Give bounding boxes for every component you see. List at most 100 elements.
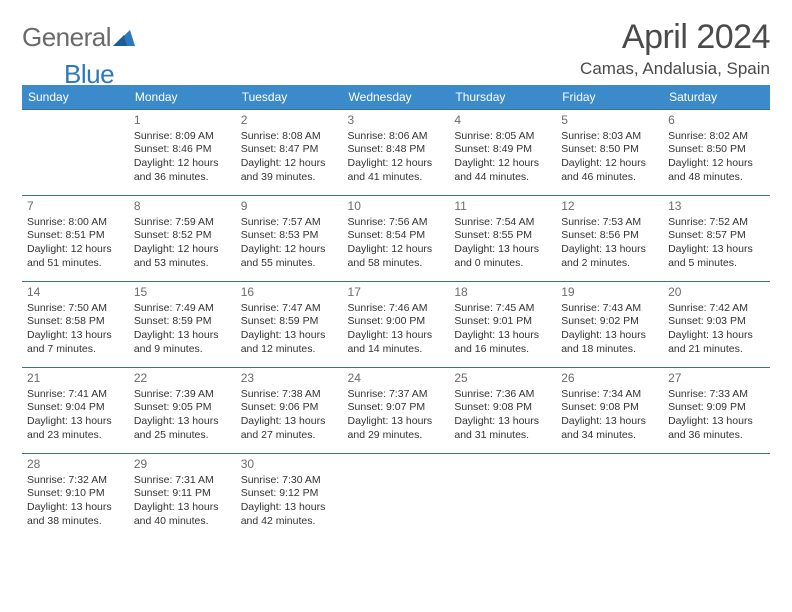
sunset-text: Sunset: 9:09 PM xyxy=(668,401,765,415)
day2-text: and 53 minutes. xyxy=(134,257,231,271)
sunrise-text: Sunrise: 7:36 AM xyxy=(454,388,551,402)
calendar-cell: 20Sunrise: 7:42 AMSunset: 9:03 PMDayligh… xyxy=(663,282,770,368)
day-number: 10 xyxy=(348,199,445,215)
sunset-text: Sunset: 8:47 PM xyxy=(241,143,338,157)
day1-text: Daylight: 13 hours xyxy=(27,501,124,515)
day-number: 2 xyxy=(241,113,338,129)
calendar-cell: 24Sunrise: 7:37 AMSunset: 9:07 PMDayligh… xyxy=(343,368,450,454)
day-number: 7 xyxy=(27,199,124,215)
sunset-text: Sunset: 8:53 PM xyxy=(241,229,338,243)
sunrise-text: Sunrise: 7:57 AM xyxy=(241,216,338,230)
calendar-cell xyxy=(22,110,129,196)
day-number: 9 xyxy=(241,199,338,215)
logo-text-blue: Blue xyxy=(64,59,114,90)
day-number: 17 xyxy=(348,285,445,301)
sunset-text: Sunset: 9:11 PM xyxy=(134,487,231,501)
calendar-cell: 11Sunrise: 7:54 AMSunset: 8:55 PMDayligh… xyxy=(449,196,556,282)
calendar-row: 1Sunrise: 8:09 AMSunset: 8:46 PMDaylight… xyxy=(22,110,770,196)
day-number: 19 xyxy=(561,285,658,301)
day2-text: and 5 minutes. xyxy=(668,257,765,271)
sunrise-text: Sunrise: 7:54 AM xyxy=(454,216,551,230)
calendar-cell: 23Sunrise: 7:38 AMSunset: 9:06 PMDayligh… xyxy=(236,368,343,454)
calendar-cell: 29Sunrise: 7:31 AMSunset: 9:11 PMDayligh… xyxy=(129,454,236,540)
sunrise-text: Sunrise: 8:00 AM xyxy=(27,216,124,230)
day2-text: and 36 minutes. xyxy=(668,429,765,443)
sunset-text: Sunset: 8:46 PM xyxy=(134,143,231,157)
logo-text-general: General xyxy=(22,22,111,53)
day2-text: and 40 minutes. xyxy=(134,515,231,529)
day1-text: Daylight: 13 hours xyxy=(134,329,231,343)
sunrise-text: Sunrise: 7:34 AM xyxy=(561,388,658,402)
title-block: April 2024 Camas, Andalusia, Spain xyxy=(580,18,770,79)
day-number: 6 xyxy=(668,113,765,129)
sunrise-text: Sunrise: 8:09 AM xyxy=(134,130,231,144)
sunrise-text: Sunrise: 7:59 AM xyxy=(134,216,231,230)
day2-text: and 42 minutes. xyxy=(241,515,338,529)
sunrise-text: Sunrise: 7:39 AM xyxy=(134,388,231,402)
weekday-header: Saturday xyxy=(663,85,770,110)
sunset-text: Sunset: 9:10 PM xyxy=(27,487,124,501)
day2-text: and 58 minutes. xyxy=(348,257,445,271)
day1-text: Daylight: 13 hours xyxy=(668,415,765,429)
day2-text: and 34 minutes. xyxy=(561,429,658,443)
day1-text: Daylight: 12 hours xyxy=(27,243,124,257)
sunset-text: Sunset: 8:59 PM xyxy=(134,315,231,329)
sunset-text: Sunset: 8:54 PM xyxy=(348,229,445,243)
calendar-cell: 9Sunrise: 7:57 AMSunset: 8:53 PMDaylight… xyxy=(236,196,343,282)
day-number: 11 xyxy=(454,199,551,215)
calendar-cell: 10Sunrise: 7:56 AMSunset: 8:54 PMDayligh… xyxy=(343,196,450,282)
sunrise-text: Sunrise: 7:45 AM xyxy=(454,302,551,316)
day2-text: and 31 minutes. xyxy=(454,429,551,443)
day1-text: Daylight: 13 hours xyxy=(27,329,124,343)
day2-text: and 29 minutes. xyxy=(348,429,445,443)
day-number: 20 xyxy=(668,285,765,301)
day-number: 24 xyxy=(348,371,445,387)
day2-text: and 27 minutes. xyxy=(241,429,338,443)
sunrise-text: Sunrise: 7:42 AM xyxy=(668,302,765,316)
day1-text: Daylight: 12 hours xyxy=(454,157,551,171)
day1-text: Daylight: 12 hours xyxy=(241,157,338,171)
weekday-header: Tuesday xyxy=(236,85,343,110)
sunset-text: Sunset: 8:56 PM xyxy=(561,229,658,243)
day-number: 25 xyxy=(454,371,551,387)
day1-text: Daylight: 13 hours xyxy=(241,329,338,343)
sunset-text: Sunset: 8:58 PM xyxy=(27,315,124,329)
sunset-text: Sunset: 8:59 PM xyxy=(241,315,338,329)
sunrise-text: Sunrise: 7:56 AM xyxy=(348,216,445,230)
day1-text: Daylight: 13 hours xyxy=(561,415,658,429)
day2-text: and 23 minutes. xyxy=(27,429,124,443)
sunrise-text: Sunrise: 8:03 AM xyxy=(561,130,658,144)
day-number: 15 xyxy=(134,285,231,301)
sunrise-text: Sunrise: 7:49 AM xyxy=(134,302,231,316)
calendar-cell: 7Sunrise: 8:00 AMSunset: 8:51 PMDaylight… xyxy=(22,196,129,282)
day1-text: Daylight: 13 hours xyxy=(561,243,658,257)
sunrise-text: Sunrise: 7:32 AM xyxy=(27,474,124,488)
day-number: 3 xyxy=(348,113,445,129)
day2-text: and 48 minutes. xyxy=(668,171,765,185)
day2-text: and 39 minutes. xyxy=(241,171,338,185)
calendar-cell: 25Sunrise: 7:36 AMSunset: 9:08 PMDayligh… xyxy=(449,368,556,454)
weekday-header-row: Sunday Monday Tuesday Wednesday Thursday… xyxy=(22,85,770,110)
calendar-cell: 26Sunrise: 7:34 AMSunset: 9:08 PMDayligh… xyxy=(556,368,663,454)
day1-text: Daylight: 13 hours xyxy=(668,243,765,257)
sunrise-text: Sunrise: 7:41 AM xyxy=(27,388,124,402)
day-number: 14 xyxy=(27,285,124,301)
calendar-cell: 18Sunrise: 7:45 AMSunset: 9:01 PMDayligh… xyxy=(449,282,556,368)
calendar-cell xyxy=(663,454,770,540)
calendar-cell: 21Sunrise: 7:41 AMSunset: 9:04 PMDayligh… xyxy=(22,368,129,454)
sunrise-text: Sunrise: 7:53 AM xyxy=(561,216,658,230)
calendar-cell: 15Sunrise: 7:49 AMSunset: 8:59 PMDayligh… xyxy=(129,282,236,368)
sunrise-text: Sunrise: 7:47 AM xyxy=(241,302,338,316)
sunrise-text: Sunrise: 7:43 AM xyxy=(561,302,658,316)
day1-text: Daylight: 13 hours xyxy=(454,243,551,257)
sunset-text: Sunset: 8:49 PM xyxy=(454,143,551,157)
month-title: April 2024 xyxy=(580,18,770,57)
day1-text: Daylight: 13 hours xyxy=(454,329,551,343)
calendar-cell: 16Sunrise: 7:47 AMSunset: 8:59 PMDayligh… xyxy=(236,282,343,368)
day2-text: and 7 minutes. xyxy=(27,343,124,357)
day-number: 28 xyxy=(27,457,124,473)
calendar-cell xyxy=(556,454,663,540)
calendar-cell: 28Sunrise: 7:32 AMSunset: 9:10 PMDayligh… xyxy=(22,454,129,540)
sunset-text: Sunset: 9:00 PM xyxy=(348,315,445,329)
calendar-cell xyxy=(343,454,450,540)
